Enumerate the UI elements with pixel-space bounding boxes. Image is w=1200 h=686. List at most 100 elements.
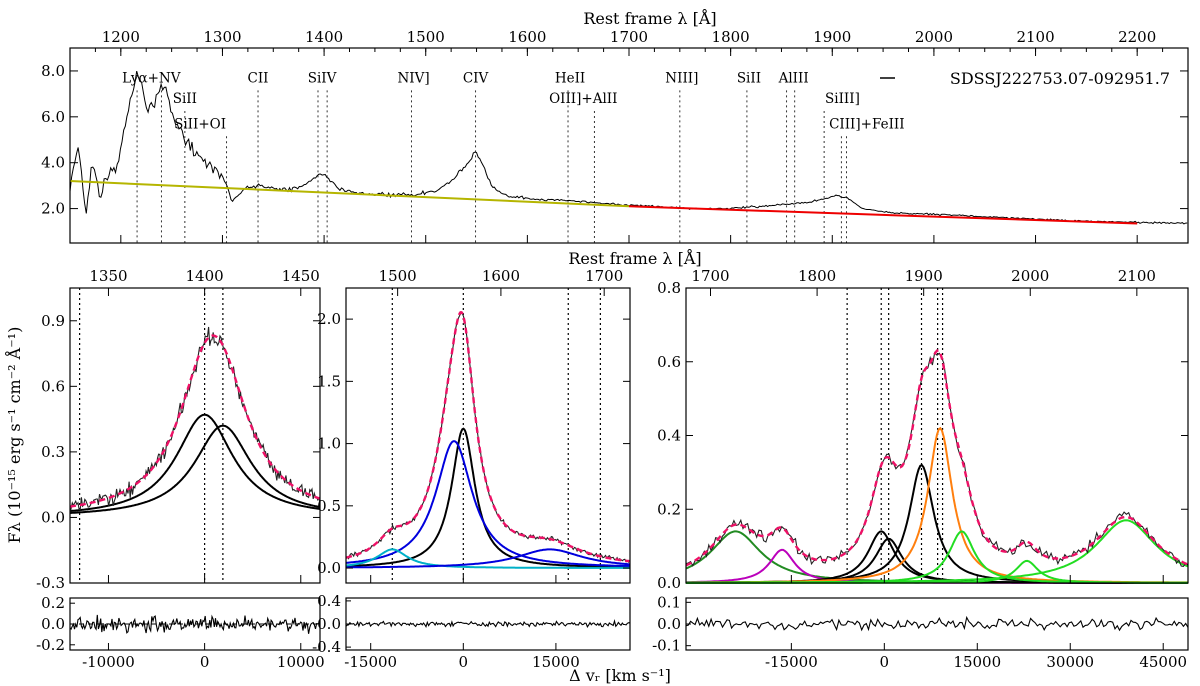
civ-narrow-black bbox=[346, 427, 631, 569]
y-tick-label: 0.6 bbox=[657, 353, 681, 371]
top-wl-tick-label: 1700 bbox=[585, 267, 623, 285]
y-tick-label: 0.9 bbox=[41, 312, 65, 330]
line-id-label: OIII]+AlII bbox=[549, 91, 617, 107]
line-id-label: NIV] bbox=[397, 70, 429, 86]
resid-y-tick-label: 0.0 bbox=[41, 615, 65, 633]
y-tick-label: 0.0 bbox=[317, 559, 341, 577]
civ-heii-blue bbox=[346, 548, 630, 569]
top-x-tick-label: 1300 bbox=[203, 28, 241, 46]
resid-y-tick-label: -0.4 bbox=[312, 638, 341, 656]
y-tick-label: 0.8 bbox=[657, 279, 681, 297]
top-wl-tick-label: 2100 bbox=[1118, 267, 1156, 285]
top-wl-tick-label: 1600 bbox=[482, 267, 520, 285]
x-tick-label: -10000 bbox=[82, 653, 135, 671]
top-wl-tick-label: 1350 bbox=[89, 267, 127, 285]
ciii-green-dark bbox=[685, 530, 1188, 584]
y-tick-label: 1.5 bbox=[317, 372, 341, 390]
line-id-label: NIII] bbox=[665, 70, 698, 86]
resid-y-tick-label: 0.2 bbox=[41, 594, 65, 612]
top-x-tick-label: 1500 bbox=[407, 28, 445, 46]
line-id-label: SiIV bbox=[308, 70, 337, 86]
top-x-tick-label: 2000 bbox=[915, 28, 953, 46]
top-x-tick-label: 2100 bbox=[1016, 28, 1054, 46]
continuum-red bbox=[628, 205, 1138, 225]
y-tick-label: 0.3 bbox=[41, 443, 65, 461]
top-spectrum-panel: Lyα+NV SiII SiII+OI CII SiIV NIV] CIV HeII OIII]… bbox=[41, 28, 1189, 244]
resid-y-tick-label: 0.0 bbox=[657, 615, 681, 633]
resid-y-tick-label: -0.1 bbox=[652, 637, 681, 655]
panel-frame bbox=[345, 287, 631, 584]
line-id-label: CIV bbox=[463, 70, 489, 86]
top-wl-tick-label: 1500 bbox=[379, 267, 417, 285]
ciii-black-2 bbox=[686, 537, 1188, 584]
x-tick-label: -15000 bbox=[765, 653, 818, 671]
top-x-tick-label: 1800 bbox=[712, 28, 750, 46]
resid-y-tick-label: 0.4 bbox=[317, 592, 341, 610]
y-tick-label: 0.4 bbox=[657, 427, 681, 445]
observed-spectrum bbox=[345, 312, 631, 563]
residual-line bbox=[685, 615, 1189, 632]
top-y-tick-label: 6.0 bbox=[41, 108, 65, 126]
siiv-comp-1 bbox=[69, 413, 321, 513]
x-tick-label: -15000 bbox=[344, 653, 397, 671]
y-axis-label: Fλ (10⁻¹⁵ erg s⁻¹ cm⁻² Å⁻¹) bbox=[4, 327, 24, 544]
y-tick-label: 1.0 bbox=[317, 435, 341, 453]
top-y-tick-label: 4.0 bbox=[41, 154, 65, 172]
y-tick-label: 0.5 bbox=[317, 497, 341, 515]
total-model-fit bbox=[69, 334, 321, 508]
top-wl-tick-label: 1450 bbox=[282, 267, 320, 285]
line-id-label: SiIII] bbox=[825, 91, 860, 107]
resid-y-tick-label: -0.2 bbox=[36, 636, 65, 654]
observed-spectrum bbox=[685, 351, 1189, 568]
top-wl-tick-label: 1700 bbox=[691, 267, 729, 285]
residual-frame bbox=[345, 597, 631, 651]
top-wl-tick-label: 1800 bbox=[798, 267, 836, 285]
spectrum-line bbox=[69, 70, 1188, 225]
ciii-orange bbox=[686, 426, 1188, 584]
line-id-label: CII bbox=[248, 70, 269, 86]
resid-y-tick-label: 0.1 bbox=[657, 593, 681, 611]
top-x-tick-label: 1600 bbox=[508, 28, 546, 46]
x-tick-label: 10000 bbox=[277, 653, 325, 671]
x-tick-label: 15000 bbox=[532, 653, 580, 671]
top-x-tick-label: 2200 bbox=[1118, 28, 1156, 46]
siiv-comp-2 bbox=[69, 424, 321, 514]
resid-y-tick-label: 0.0 bbox=[317, 615, 341, 633]
ciii-panel: -15000 0 15000 30000 45000 1700 1800 1900 2000 21… bbox=[652, 267, 1189, 671]
x-tick-label: 0 bbox=[459, 653, 469, 671]
top-x-tick-label: 1900 bbox=[813, 28, 851, 46]
civ-cyan bbox=[345, 548, 631, 569]
top-y-tick-label: 8.0 bbox=[41, 62, 65, 80]
line-id-label: SiII bbox=[737, 70, 761, 86]
top-wl-tick-label: 1900 bbox=[905, 267, 943, 285]
top-x-tick-label: 1400 bbox=[305, 28, 343, 46]
residual-line bbox=[69, 614, 321, 634]
line-id-label: Lyα+NV bbox=[122, 70, 181, 86]
ciii-green-fe bbox=[686, 530, 1188, 584]
top-rest-frame-label: Rest frame λ [Å] bbox=[583, 8, 716, 28]
continuum-blue bbox=[69, 180, 630, 208]
line-id-label: SiII+OI bbox=[174, 116, 226, 132]
middle-rest-frame-label: Rest frame λ [Å] bbox=[568, 248, 701, 268]
y-tick-label: 0.6 bbox=[41, 377, 65, 395]
line-id-label: SiII bbox=[173, 91, 197, 107]
ciii-green-wide bbox=[686, 519, 1189, 584]
civ-panel: -15000 0 15000 1500 1600 1700 0.0 0.5 1.0 1.5 2.0 -… bbox=[312, 267, 631, 671]
total-model-fit bbox=[685, 349, 1189, 567]
residual-line bbox=[345, 619, 631, 629]
x-tick-label: 0 bbox=[880, 653, 890, 671]
y-tick-label: 2.0 bbox=[317, 310, 341, 328]
top-wl-tick-label: 1400 bbox=[186, 267, 224, 285]
top-wl-tick-label: 2000 bbox=[1011, 267, 1049, 285]
legend-object-name: SDSSJ222753.07-092951.7 bbox=[950, 69, 1170, 88]
y-tick-label: 0.2 bbox=[657, 500, 681, 518]
top-x-tick-label: 1200 bbox=[102, 28, 140, 46]
ciii-black-1 bbox=[685, 530, 1188, 584]
siiv-panel: -10000 0 10000 1350 1400 1450 -0.3 0.0 0.3 0.6 0.9… bbox=[36, 267, 325, 671]
x-tick-label: 45000 bbox=[1139, 653, 1187, 671]
y-tick-label: 0.0 bbox=[41, 508, 65, 526]
line-id-label: CIII]+FeIII bbox=[829, 116, 905, 132]
line-id-label: HeII bbox=[555, 70, 585, 86]
top-x-tick-label: 1700 bbox=[610, 28, 648, 46]
